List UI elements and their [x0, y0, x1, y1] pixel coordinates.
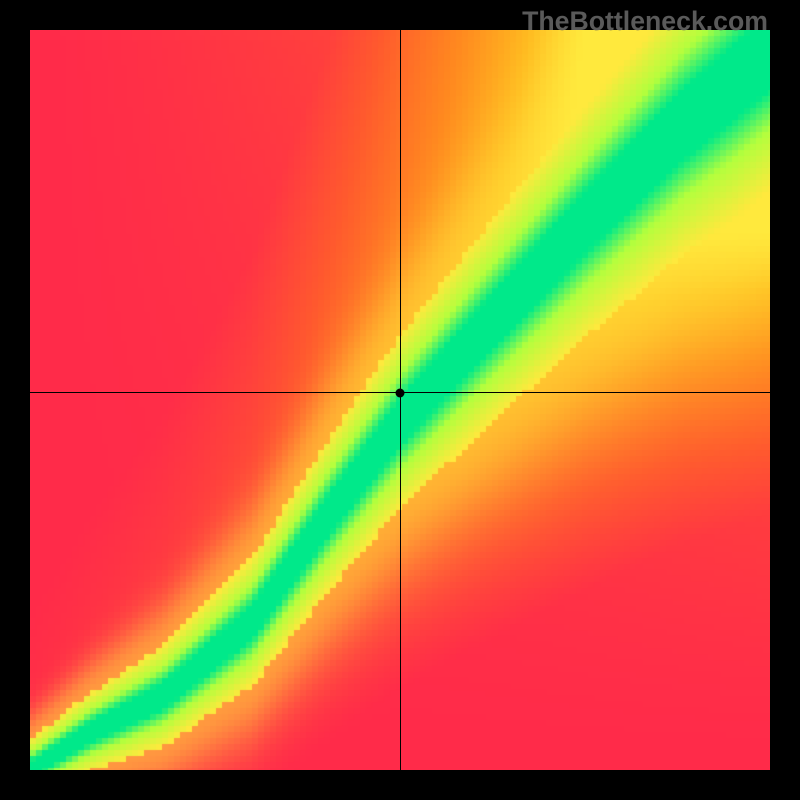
crosshair-marker: [396, 388, 405, 397]
crosshair-vertical: [400, 30, 401, 770]
watermark-text: TheBottleneck.com: [522, 6, 768, 37]
heatmap-plot: [30, 30, 770, 770]
